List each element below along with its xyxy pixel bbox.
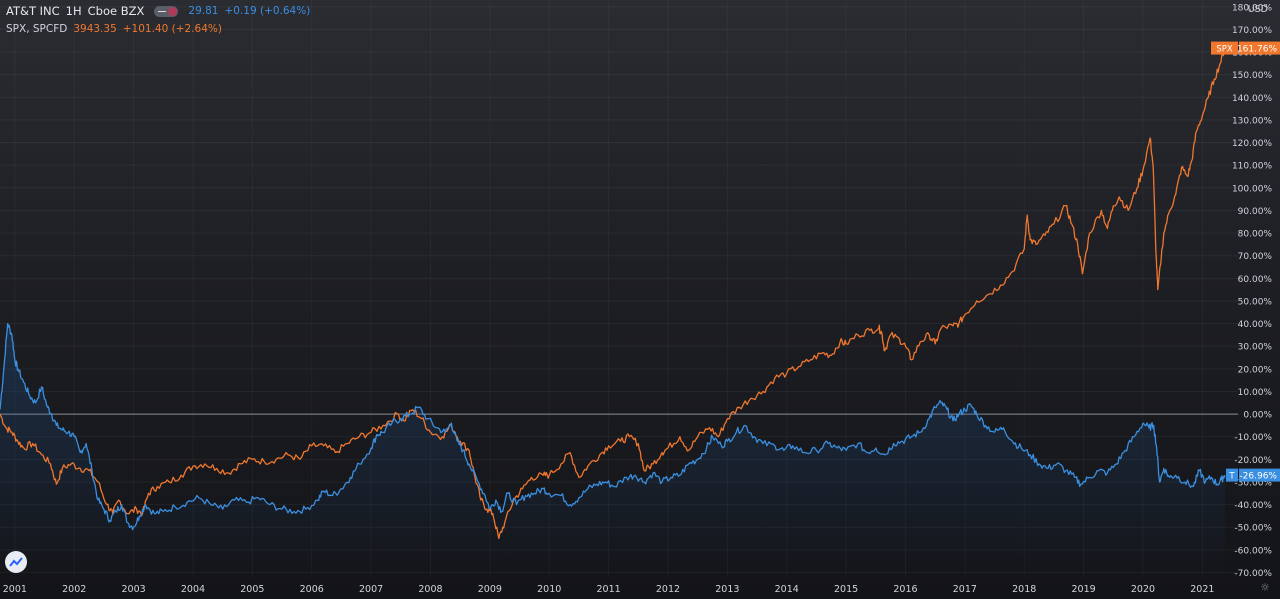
- series-lines: [0, 47, 1226, 540]
- y-tick-label: 170.00%: [1232, 26, 1272, 36]
- y-tick-label: 130.00%: [1232, 116, 1272, 126]
- series-value-text: 161.76%: [1237, 45, 1277, 55]
- main-symbol-legend[interactable]: AT&T INC 1H Cboe BZX 29.81 +0.19 (+0.64%…: [6, 4, 310, 18]
- x-tick-label: 2001: [3, 584, 27, 595]
- y-tick-label: 50.00%: [1238, 297, 1273, 307]
- x-tick-label: 2021: [1190, 584, 1214, 595]
- main-change: +0.19 (+0.64%): [224, 5, 311, 17]
- last-value-labels: SPX 161.76% T -26.96%: [1211, 41, 1280, 482]
- y-tick-label: -30.00%: [1234, 478, 1272, 488]
- x-tick-label: 2020: [1131, 584, 1155, 595]
- interval-label[interactable]: 1H: [65, 4, 82, 18]
- price-axis[interactable]: 180.00%170.00%160.00%150.00%140.00%130.0…: [1232, 3, 1272, 579]
- last-value-label-t: T -26.96%: [1226, 468, 1280, 482]
- main-price: 29.81: [188, 5, 219, 17]
- settings-gear-icon[interactable]: ☼: [1260, 581, 1270, 594]
- t-area-fill: [0, 323, 1225, 577]
- x-tick-label: 2008: [418, 584, 442, 595]
- y-tick-label: 30.00%: [1238, 343, 1273, 353]
- y-tick-label: -40.00%: [1234, 501, 1272, 511]
- series-name-tag: [1226, 468, 1238, 482]
- series-name-text: T: [1228, 472, 1235, 482]
- x-tick-label: 2014: [775, 584, 799, 595]
- y-tick-label: 110.00%: [1232, 162, 1272, 172]
- y-tick-label: 100.00%: [1232, 184, 1272, 194]
- x-tick-label: 2002: [62, 584, 86, 595]
- compare-price: 3943.35: [73, 23, 117, 35]
- exchange-label: Cboe BZX: [87, 4, 145, 18]
- y-tick-label: -50.00%: [1234, 524, 1272, 534]
- x-tick-label: 2016: [893, 584, 917, 595]
- x-tick-label: 2005: [240, 584, 264, 595]
- y-tick-label: 140.00%: [1232, 94, 1272, 104]
- y-tick-label: 0.00%: [1243, 411, 1272, 421]
- x-tick-label: 2011: [597, 584, 621, 595]
- y-tick-label: -10.00%: [1234, 433, 1272, 443]
- y-tick-label: 180.00%: [1232, 3, 1272, 13]
- x-tick-label: 2015: [834, 584, 858, 595]
- y-tick-label: 40.00%: [1238, 320, 1273, 330]
- y-tick-label: 150.00%: [1232, 71, 1272, 81]
- x-tick-label: 2019: [1072, 584, 1096, 595]
- last-value-label-spx: SPX 161.76%: [1211, 41, 1280, 55]
- currency-label[interactable]: USD: [1247, 4, 1268, 15]
- x-tick-label: 2013: [715, 584, 739, 595]
- compare-symbol-name[interactable]: SPX, SPCFD: [6, 23, 68, 35]
- y-tick-label: 20.00%: [1238, 365, 1273, 375]
- time-axis[interactable]: 2001 2002 2003 2004 2005 2006 2007 2008 2009 2010…: [3, 584, 1215, 595]
- series-line-spx[interactable]: [0, 47, 1226, 540]
- series-line-t[interactable]: [0, 322, 1226, 531]
- compare-symbol-legend[interactable]: SPX, SPCFD 3943.35 +101.40 (+2.64%): [6, 23, 222, 35]
- x-tick-label: 2017: [953, 584, 977, 595]
- x-tick-label: 2010: [537, 584, 561, 595]
- series-name-text: SPX: [1216, 45, 1233, 55]
- y-tick-label: 80.00%: [1238, 230, 1273, 240]
- y-tick-label: 120.00%: [1232, 139, 1272, 149]
- y-tick-label: 90.00%: [1238, 207, 1273, 217]
- series-value-tag: [1239, 468, 1280, 482]
- y-tick-label: 60.00%: [1238, 275, 1273, 285]
- y-tick-label: -60.00%: [1234, 546, 1272, 556]
- x-tick-label: 2006: [300, 584, 324, 595]
- y-tick-label: 70.00%: [1238, 252, 1273, 262]
- t-area: [0, 323, 1225, 577]
- x-tick-label: 2018: [1012, 584, 1036, 595]
- x-tick-label: 2009: [478, 584, 502, 595]
- x-tick-label: 2007: [359, 584, 383, 595]
- y-tick-label: -20.00%: [1234, 456, 1272, 466]
- y-tick-label: -70.00%: [1234, 569, 1272, 579]
- market-status-toggle-icon[interactable]: [154, 5, 179, 17]
- y-tick-label: 10.00%: [1238, 388, 1273, 398]
- compare-change: +101.40 (+2.64%): [122, 23, 222, 35]
- tradingview-logo-icon[interactable]: [5, 551, 27, 573]
- x-tick-label: 2004: [181, 584, 205, 595]
- series-value-tag: [1239, 41, 1280, 55]
- x-tick-label: 2003: [122, 584, 146, 595]
- symbol-name[interactable]: AT&T INC: [6, 4, 60, 18]
- series-name-tag: [1211, 41, 1238, 55]
- x-tick-label: 2012: [656, 584, 680, 595]
- series-value-text: -26.96%: [1239, 472, 1277, 482]
